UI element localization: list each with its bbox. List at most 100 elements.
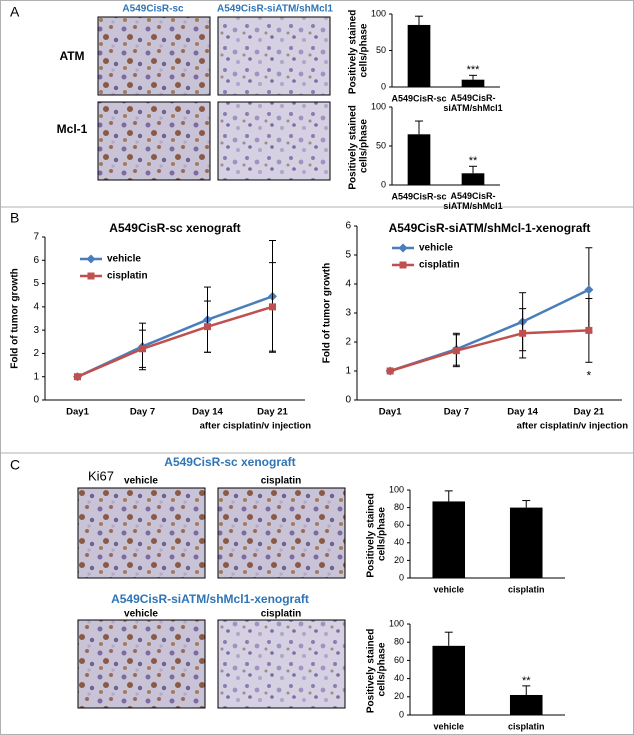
group-title: A549CisR-sc xenograft <box>164 455 295 469</box>
x-tick-label: vehicle <box>433 584 464 594</box>
y-tick-label: 80 <box>394 502 404 512</box>
series-line <box>77 305 273 378</box>
column-header: A549CisR-siATM/shMcl1 <box>217 4 333 15</box>
y-tick-label: 100 <box>389 618 404 628</box>
x-tick-label: A549CisR-siATM/shMcl1 <box>443 93 502 113</box>
point <box>584 285 594 295</box>
micrograph <box>217 16 331 96</box>
y-tick-label: 0 <box>381 179 386 189</box>
chart-title: A549CisR-siATM/shMcl-1-xenograft <box>389 221 591 235</box>
text-line: Positively stained <box>347 7 358 94</box>
y-axis-label: Positively stained cells/phase <box>347 7 369 94</box>
y-tick-label: 6 <box>33 255 39 266</box>
text-line: cells/phase <box>358 23 369 77</box>
bar <box>432 645 466 715</box>
column-label: vehicle <box>124 476 158 487</box>
bar <box>461 79 485 87</box>
bar <box>407 134 431 185</box>
column-label: cisplatin <box>261 609 302 620</box>
point <box>269 303 276 311</box>
point <box>87 272 95 280</box>
text-line: cells/phase <box>376 642 387 696</box>
column-label: cisplatin <box>261 476 302 487</box>
micrograph <box>77 619 206 709</box>
y-tick-label: 5 <box>345 250 351 261</box>
y-axis-label: Positively stained cells/phase <box>365 490 387 577</box>
point <box>399 261 407 269</box>
y-tick-label: 100 <box>389 484 404 494</box>
point <box>86 254 96 264</box>
text-line: cells/phase <box>376 507 387 561</box>
y-axis-label: Fold of tumor growth <box>10 268 21 369</box>
annotation: * <box>587 368 592 382</box>
y-tick-label: 0 <box>33 395 39 406</box>
bar <box>509 507 543 578</box>
text-line: siATM/shMcl1 <box>443 103 502 113</box>
y-tick-label: 2 <box>345 337 351 348</box>
y-tick-label: 6 <box>345 221 351 232</box>
y-tick-label: 60 <box>394 655 404 665</box>
y-axis-label: Positively stained cells/phase <box>365 626 387 713</box>
y-tick-label: 60 <box>394 520 404 530</box>
bar <box>407 24 431 87</box>
y-axis-label: Positively stained cells/phase <box>347 102 369 189</box>
x-tick-label: cisplatin <box>508 721 545 731</box>
chart-title: A549CisR-sc xenograft <box>109 221 240 235</box>
panel-label: B <box>10 210 19 226</box>
x-tick-label: Day1 <box>379 407 402 418</box>
text-line: A549CisR- <box>450 93 495 103</box>
y-tick-label: 100 <box>371 8 386 18</box>
text-line: Positively stained <box>365 490 376 577</box>
legend-label: vehicle <box>419 243 453 254</box>
y-tick-label: 20 <box>394 555 404 565</box>
text-line: Positively stained <box>365 626 376 713</box>
y-tick-label: 100 <box>371 101 386 111</box>
legend-label: cisplatin <box>419 260 460 271</box>
legend-label: cisplatin <box>107 271 148 282</box>
series-line <box>389 329 589 373</box>
x-tick-label: A549CisR-siATM/shMcl1 <box>443 191 502 211</box>
annotation: ** <box>522 675 531 687</box>
x-tick-label: A549CisR-sc <box>391 93 446 103</box>
y-tick-label: 20 <box>394 691 404 701</box>
column-header: A549CisR-sc <box>122 4 184 15</box>
y-tick-label: 40 <box>394 673 404 683</box>
micrograph <box>97 16 211 96</box>
y-tick-label: 40 <box>394 537 404 547</box>
x-tick-label: Day 21 <box>257 407 288 418</box>
y-tick-label: 1 <box>33 371 39 382</box>
row-label: Mcl-1 <box>57 122 88 136</box>
y-tick-label: 0 <box>345 395 351 406</box>
point <box>519 329 527 337</box>
y-tick-label: 4 <box>345 279 351 290</box>
x-tick-label: Day 7 <box>444 407 469 418</box>
y-tick-label: 3 <box>33 325 39 336</box>
x-axis-label: after cisplatin/v injection <box>200 421 312 432</box>
y-tick-label: 3 <box>345 308 351 319</box>
x-axis-label: after cisplatin/v injection <box>517 421 629 432</box>
legend-label: vehicle <box>107 254 141 265</box>
annotation: *** <box>467 64 481 76</box>
point <box>139 345 146 353</box>
x-tick-label: Day 21 <box>574 407 605 418</box>
x-tick-label: Day 14 <box>192 407 223 418</box>
bar <box>432 501 466 578</box>
x-tick-label: cisplatin <box>508 584 545 594</box>
micrograph <box>217 487 346 579</box>
y-tick-label: 7 <box>33 232 39 243</box>
y-tick-label: 0 <box>399 572 404 582</box>
y-tick-label: 2 <box>33 348 39 359</box>
text-line: cells/phase <box>358 119 369 173</box>
point <box>74 373 81 381</box>
micrograph <box>77 487 206 579</box>
text-line: siATM/shMcl1 <box>443 201 502 211</box>
y-tick-label: 5 <box>33 278 39 289</box>
y-tick-label: 4 <box>33 301 39 312</box>
point <box>398 243 408 253</box>
bar <box>509 694 543 715</box>
y-tick-label: 80 <box>394 637 404 647</box>
y-axis-label: Fold of tumor growth <box>322 263 333 364</box>
text-line: A549CisR- <box>450 191 495 201</box>
point <box>204 323 211 331</box>
